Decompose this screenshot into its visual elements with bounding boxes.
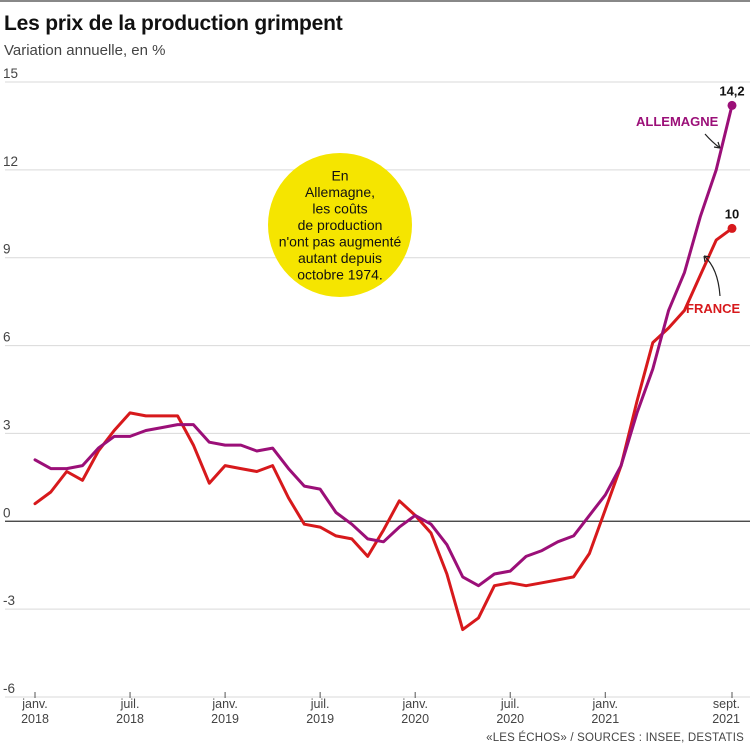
series-label-allemagne: ALLEMAGNE [636,114,719,129]
source-credit: «LES ÉCHOS» / SOURCES : INSEE, DESTATIS [486,732,744,744]
x-tick-label: 2020 [401,712,429,726]
x-tick-label: 2021 [591,712,619,726]
label-arrow-head [703,255,711,263]
end-value-label: 14,2 [719,83,744,98]
x-tick-label: 2018 [21,712,49,726]
x-tick-label: juil. [120,697,140,711]
end-point-allemagne [727,100,737,110]
y-tick-label: 15 [3,66,18,81]
x-tick-label: janv. [592,697,618,711]
annotation-bubble [268,153,412,297]
annotation-text: En [331,168,348,184]
annotation-text: les coûts [312,201,367,217]
x-tick-label: 2020 [496,712,524,726]
x-tick-label: 2019 [306,712,334,726]
y-tick-label: -3 [3,593,15,608]
x-tick-label: juil. [500,697,520,711]
series-line-france [33,226,734,632]
x-tick-label: sept. [713,697,740,711]
series-line-allemagne [33,103,734,588]
annotation-text: autant depuis [298,250,382,266]
label-arrow [703,255,721,297]
chart-subtitle: Variation annuelle, en % [4,42,166,59]
end-value-label: 10 [725,206,739,221]
y-tick-label: 9 [3,242,11,257]
end-point-france [727,223,737,233]
series-label-france: FRANCE [686,301,740,316]
annotation-text: Allemagne, [305,184,375,200]
top-rule [0,0,750,2]
x-tick-label: juil. [310,697,330,711]
x-tick-label: janv. [401,697,427,711]
x-tick-label: janv. [211,697,237,711]
x-tick-label: janv. [21,697,47,711]
label-arrow [704,133,721,149]
annotation-text: de production [298,217,383,233]
y-tick-label: 3 [3,417,11,432]
y-tick-label: 12 [3,154,18,169]
x-tick-label: 2021 [712,712,740,726]
chart-title: Les prix de la production grimpent [4,12,343,35]
x-tick-label: 2018 [116,712,144,726]
annotation-text: octobre 1974. [297,267,383,283]
annotation-text: n'ont pas augmenté [279,234,402,250]
y-tick-label: -6 [3,681,15,696]
y-tick-label: 6 [3,330,11,345]
label-arrow-head [713,141,721,149]
y-tick-label: 0 [3,505,11,520]
x-tick-label: 2019 [211,712,239,726]
